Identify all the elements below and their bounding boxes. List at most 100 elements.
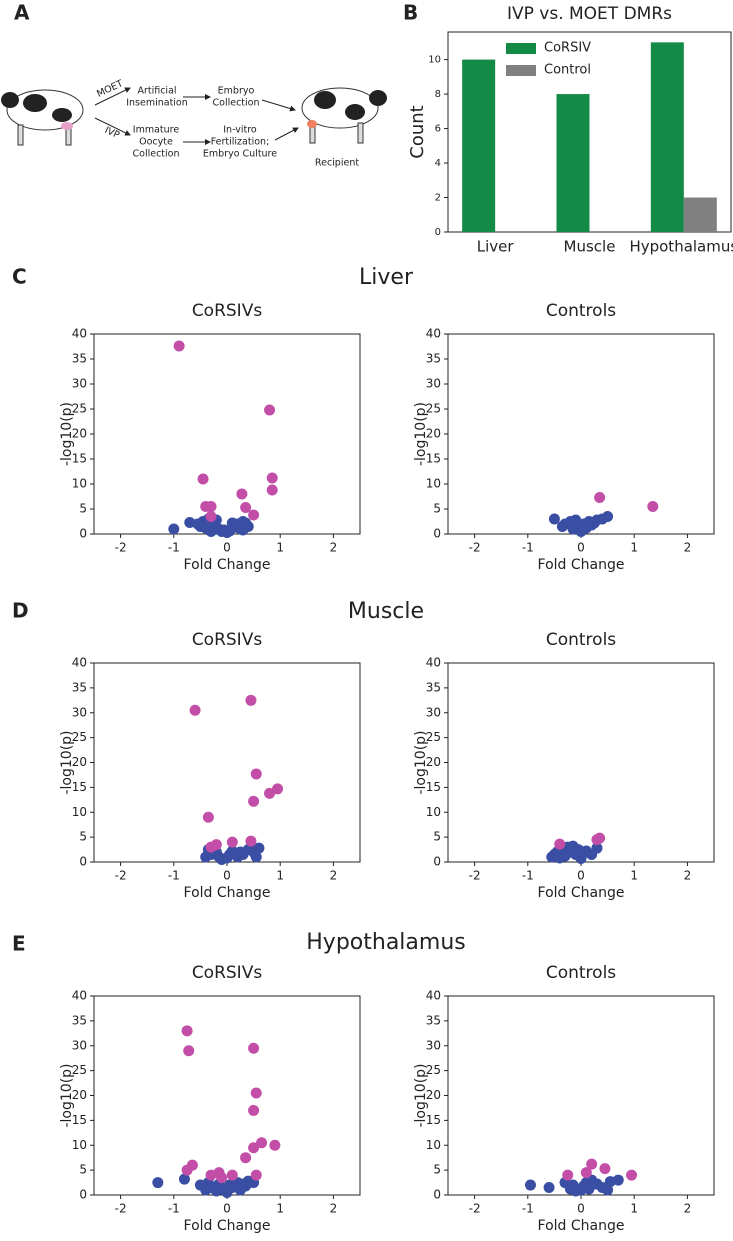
point: [189, 704, 201, 716]
point: [205, 511, 217, 522]
plot-frame: [447, 333, 715, 535]
y-tick-label: 4: [435, 158, 441, 169]
point: [236, 488, 248, 500]
y-tick-label: 35: [426, 680, 441, 694]
arrow: [261, 99, 296, 112]
y-tick-label: 10: [428, 55, 441, 66]
plot-frame: [93, 662, 361, 863]
plot-frame: [93, 333, 361, 535]
point: [266, 472, 278, 484]
y-tick-label: 2: [435, 193, 441, 204]
y-tick-label: 30: [72, 377, 87, 391]
y-tick-label: 15: [426, 780, 441, 794]
legend-label: CoRSIV: [544, 41, 591, 56]
point: [591, 842, 603, 854]
point: [250, 1169, 262, 1181]
label: Collection: [213, 98, 260, 109]
y-tick-label: 10: [72, 805, 87, 819]
x-tick-label: -1: [168, 869, 180, 883]
arrow: [274, 127, 299, 141]
x-tick-label: 1: [276, 869, 284, 883]
point: [269, 1139, 281, 1151]
bar: [462, 59, 496, 232]
x-tick-label: 1: [630, 541, 638, 555]
y-tick-label: 5: [79, 830, 87, 844]
y-tick-label: 30: [426, 705, 441, 719]
point: [626, 1169, 638, 1181]
point: [226, 517, 238, 529]
point: [173, 340, 185, 352]
legend-swatch: [506, 43, 536, 54]
point: [580, 1167, 592, 1179]
y-axis-label: Count: [407, 105, 428, 158]
y-tick-label: 10: [426, 805, 441, 819]
y-tick-label: 0: [435, 227, 441, 238]
y-tick-label: 40: [72, 656, 87, 670]
x-tick-label: -1: [522, 1202, 534, 1216]
label: Fertilization;: [211, 137, 270, 148]
arrow: [94, 117, 131, 136]
y-axis-label: -log10(p): [59, 402, 75, 466]
chart-title: CoRSIVs: [192, 301, 263, 321]
x-tick-label: 1: [276, 1202, 284, 1216]
point: [266, 484, 278, 496]
section-title: Hypothalamus: [306, 930, 465, 955]
x-tick-label: 2: [330, 1202, 338, 1216]
x-tick-label: 0: [223, 541, 231, 555]
point: [524, 1179, 536, 1191]
point: [248, 509, 260, 521]
y-tick-label: 30: [426, 1038, 441, 1052]
label: IVP: [103, 125, 122, 141]
point: [253, 842, 265, 854]
y-axis-label: -log10(p): [413, 1063, 429, 1127]
plot-frame: [93, 995, 361, 1196]
y-tick-label: 25: [426, 402, 441, 416]
y-tick-label: 8: [435, 89, 441, 100]
section-title: Muscle: [348, 599, 424, 624]
y-tick-label: 0: [79, 855, 87, 869]
x-tick-label: 2: [330, 541, 338, 555]
y-tick-label: 5: [433, 830, 441, 844]
plot-frame: [447, 662, 715, 863]
y-tick-label: 10: [426, 1138, 441, 1152]
bar: [683, 197, 717, 232]
x-axis-label: Fold Change: [538, 1218, 625, 1234]
y-tick-label: 35: [426, 352, 441, 366]
label: Insemination: [126, 98, 188, 109]
chart-title: Controls: [546, 963, 616, 983]
x-tick-label: 1: [630, 1202, 638, 1216]
y-tick-label: 0: [433, 855, 441, 869]
point: [583, 1183, 595, 1195]
y-tick-label: 25: [426, 1063, 441, 1077]
x-tick-label: 0: [577, 869, 585, 883]
y-tick-label: 15: [426, 452, 441, 466]
point: [248, 1142, 260, 1154]
x-tick-label: 2: [330, 869, 338, 883]
y-tick-label: 20: [426, 755, 441, 769]
point: [181, 1164, 193, 1176]
point: [216, 1172, 228, 1184]
plot-frame: [447, 995, 715, 1196]
point: [237, 524, 249, 536]
point: [168, 523, 180, 535]
point: [245, 835, 257, 847]
chart-title: Controls: [546, 630, 616, 650]
y-tick-label: 40: [72, 989, 87, 1003]
x-tick-label: -2: [469, 869, 481, 883]
point: [256, 1137, 268, 1149]
legend-label: Control: [544, 63, 591, 78]
point: [599, 1163, 611, 1175]
x-tick-label: 2: [684, 869, 692, 883]
point: [594, 492, 606, 503]
point: [181, 1025, 193, 1037]
chart-title: CoRSIVs: [192, 630, 263, 650]
y-axis-label: -log10(p): [413, 402, 429, 466]
label: Embryo: [218, 86, 255, 97]
label: Oocyte: [139, 137, 173, 148]
y-tick-label: 20: [72, 427, 87, 441]
y-tick-label: 30: [426, 377, 441, 391]
y-axis-label: -log10(p): [413, 730, 429, 794]
y-tick-label: 20: [72, 755, 87, 769]
point: [248, 795, 260, 807]
label: Recipient: [315, 158, 359, 169]
